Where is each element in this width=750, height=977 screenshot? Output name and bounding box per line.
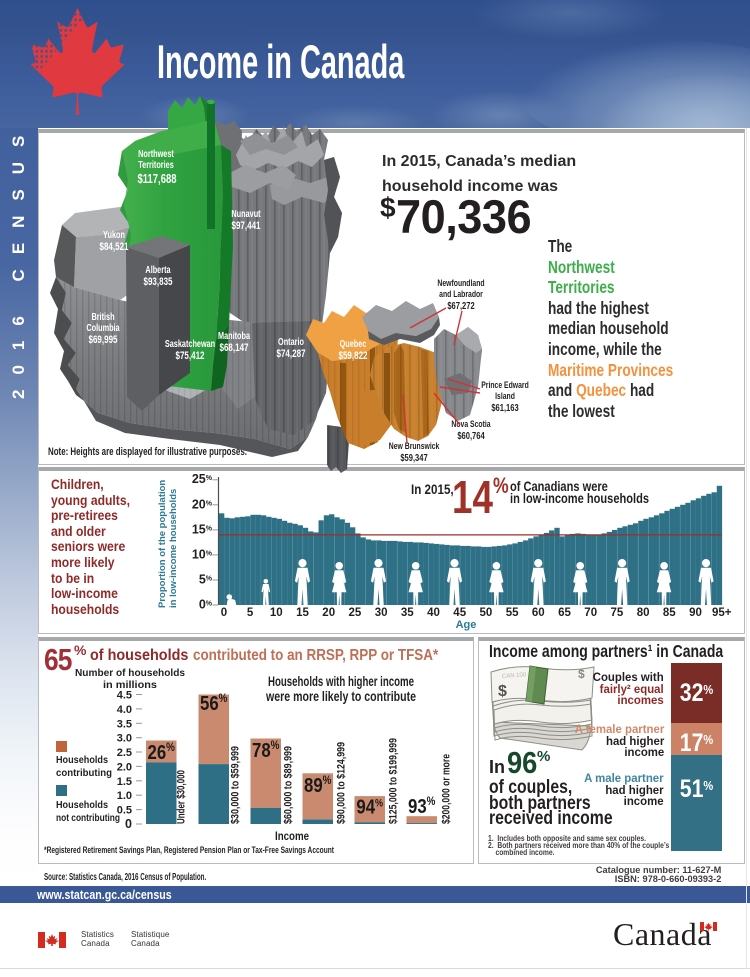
svg-text:10: 10 [270, 607, 283, 619]
svg-text:Northwest: Northwest [138, 148, 174, 159]
svg-text:0: 0 [125, 817, 132, 831]
svg-text:in millions: in millions [103, 679, 157, 691]
svg-text:Income: Income [275, 829, 309, 843]
svg-text:0%: 0% [199, 598, 213, 612]
svg-text:Households: Households [56, 799, 108, 811]
svg-text:70: 70 [584, 607, 597, 619]
svg-text:$200,000 or more: $200,000 or more [440, 754, 452, 824]
svg-text:British: British [91, 311, 114, 322]
svg-text:0: 0 [221, 607, 227, 619]
svg-text:2.0: 2.0 [117, 761, 132, 773]
svg-text:5: 5 [247, 607, 254, 619]
svg-text:25%: 25% [192, 472, 213, 486]
svg-text:10%: 10% [192, 547, 213, 561]
svg-text:$74,287: $74,287 [276, 348, 305, 361]
svg-text:45: 45 [453, 607, 466, 619]
svg-text:Manitoba: Manitoba [218, 330, 250, 341]
svg-text:$117,688: $117,688 [137, 173, 176, 187]
svg-text:were more likely to contribute: were more likely to contribute [265, 689, 416, 704]
svg-text:$68,147: $68,147 [219, 342, 248, 355]
svg-text:Age: Age [456, 619, 477, 631]
svg-text:85: 85 [663, 607, 676, 619]
svg-text:Ontario: Ontario [278, 336, 304, 347]
svg-text:65: 65 [558, 607, 571, 619]
svg-text:90: 90 [689, 607, 702, 619]
svg-text:60: 60 [532, 607, 545, 619]
svg-text:30: 30 [375, 607, 388, 619]
svg-text:*Registered Retirement Savings: *Registered Retirement Savings Plan, Reg… [44, 845, 335, 856]
svg-text:Quebec: Quebec [340, 338, 367, 349]
svg-text:$59,822: $59,822 [338, 350, 367, 363]
svg-text:$: $ [578, 667, 585, 681]
svg-text:4.0: 4.0 [117, 704, 132, 716]
svg-text:Yukon: Yukon [103, 229, 125, 240]
svg-text:Saskatchewan: Saskatchewan [165, 338, 215, 349]
svg-text:$125,000 to $199,999: $125,000 to $199,999 [387, 738, 399, 824]
svg-text:$69,995: $69,995 [88, 334, 118, 347]
svg-text:4.5: 4.5 [117, 690, 132, 702]
svg-text:Alberta: Alberta [145, 264, 170, 275]
svg-text:contributing: contributing [56, 767, 112, 779]
svg-text:20%: 20% [192, 497, 213, 511]
svg-text:$75,412: $75,412 [175, 350, 204, 363]
svg-text:Under $30,000: Under $30,000 [176, 770, 188, 824]
svg-text:80: 80 [637, 607, 650, 619]
svg-text:$84,521: $84,521 [99, 241, 129, 254]
svg-text:2.5: 2.5 [117, 747, 132, 759]
svg-text:$90,000 to $124,999: $90,000 to $124,999 [336, 742, 348, 824]
svg-text:Households: Households [56, 754, 108, 766]
svg-text:$97,441: $97,441 [231, 220, 261, 233]
svg-text:40: 40 [427, 607, 440, 619]
svg-text:CAN 100: CAN 100 [502, 672, 527, 680]
svg-text:1.5: 1.5 [117, 776, 132, 788]
svg-text:75: 75 [611, 607, 624, 619]
svg-text:Territories: Territories [138, 159, 174, 170]
svg-text:95+: 95+ [712, 607, 732, 619]
svg-text:5%: 5% [199, 573, 213, 587]
svg-text:55: 55 [506, 607, 519, 619]
svg-text:1.0: 1.0 [117, 790, 132, 802]
svg-text:3.0: 3.0 [117, 733, 132, 745]
svg-text:0.5: 0.5 [117, 805, 132, 817]
svg-text:3.5: 3.5 [117, 718, 132, 730]
svg-text:$: $ [498, 683, 507, 700]
svg-text:Columbia: Columbia [86, 322, 119, 333]
svg-text:$30,000 to $59,999: $30,000 to $59,999 [230, 746, 242, 824]
svg-text:25: 25 [349, 607, 362, 619]
svg-text:35: 35 [401, 607, 414, 619]
svg-text:15: 15 [296, 607, 309, 619]
svg-text:50: 50 [480, 607, 493, 619]
svg-text:Nunavut: Nunavut [231, 208, 260, 219]
svg-text:Households with higher income: Households with higher income [268, 674, 414, 689]
svg-text:93%: 93% [408, 794, 436, 817]
svg-text:$93,835: $93,835 [143, 276, 173, 289]
svg-text:15%: 15% [192, 522, 213, 536]
svg-text:20: 20 [322, 607, 335, 619]
svg-text:$60,000 to $89,999: $60,000 to $89,999 [282, 746, 294, 824]
svg-text:Number of households: Number of households [75, 667, 185, 679]
svg-text:not contributing: not contributing [56, 812, 120, 824]
